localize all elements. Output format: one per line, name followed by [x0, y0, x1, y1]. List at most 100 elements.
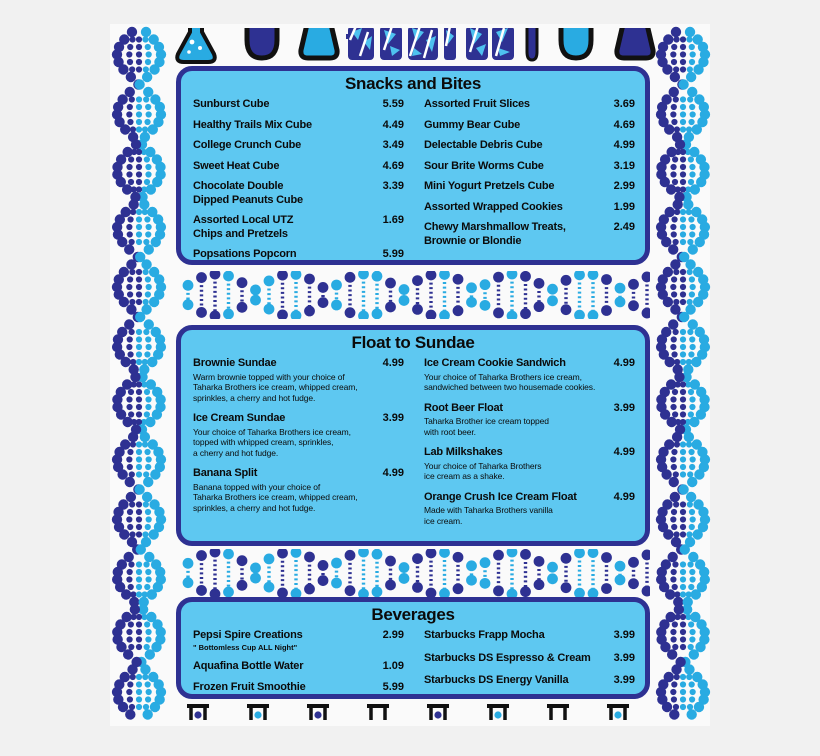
section-title: Beverages: [371, 605, 455, 624]
item-description: Your choice of Taharka Brothers ice crea…: [424, 460, 542, 482]
item-price: 3.39: [382, 180, 404, 192]
beaker-cup-icon: [240, 28, 284, 64]
item-name: Starbucks DS Espresso & Cream: [424, 651, 591, 664]
item-price: 1.99: [613, 200, 635, 213]
menu-item: Brownie Sundae 4.99 Warm brownie topped wi…: [193, 357, 404, 403]
item-note: " Bottomless Cup ALL Night": [193, 642, 298, 652]
menu-item: Pepsi Spire Creations 2.99 " Bottomless Cu…: [193, 629, 404, 652]
menu-item: Chocolate Double Dipped Peanuts Cube 3.39: [193, 180, 404, 207]
menu-item: Starbucks DS Espresso & Cream 3.99: [424, 652, 635, 666]
menu-item: Banana Split 4.99 Banana topped with your …: [193, 467, 404, 513]
item-name: Chewy Marshmallow Treats, Brownie or Blo…: [424, 221, 566, 247]
menu-item: Root Beer Float 3.99 Taharka Brother ice c…: [424, 402, 635, 438]
dna-helix-left-border: [111, 26, 167, 720]
item-description: Banana topped with your choice of Tahark…: [193, 481, 358, 513]
menu-item: Popsations Popcorn 5.99: [193, 248, 404, 262]
item-price: 4.69: [382, 159, 404, 172]
item-price: 3.19: [613, 159, 635, 172]
beaker-trapezoid-icon: [612, 28, 658, 64]
item-name: Starbucks DS Energy Vanilla: [424, 674, 569, 686]
item-price: 4.99: [382, 357, 404, 369]
dna-helix-right-border: [655, 26, 711, 720]
column-right: Starbucks Frapp Mocha 3.99 Starbucks DS Es…: [410, 629, 635, 703]
dna-divider-top: [182, 271, 650, 319]
section-columns: Brownie Sundae 4.99 Warm brownie topped wi…: [191, 357, 635, 535]
item-price: 4.99: [382, 467, 404, 479]
test-tube-icon: [524, 28, 540, 64]
item-name: Frozen Fruit Smoothie: [193, 681, 306, 693]
menu-item: Sweet Heat Cube 4.69: [193, 160, 404, 174]
item-name: Orange Crush Ice Cream Float: [424, 490, 577, 503]
column-left: Pepsi Spire Creations 2.99 " Bottomless Cu…: [191, 629, 410, 703]
item-description: Made with Taharka Brothers vanilla ice c…: [424, 505, 553, 526]
item-name: Chocolate Double Dipped Peanuts Cube: [193, 180, 303, 206]
section-title: Snacks and Bites: [345, 74, 481, 93]
beaker-cup-icon: [554, 28, 598, 64]
item-name: Banana Split: [193, 467, 258, 479]
item-name: Sour Brite Worms Cube: [424, 159, 544, 172]
beaker-top-icon: [185, 703, 211, 720]
item-name: Lab Milkshakes: [424, 446, 503, 458]
menu-item: Lab Milkshakes 4.99 Your choice of Taharka…: [424, 446, 635, 482]
menu-item: College Crunch Cube 3.49: [193, 139, 404, 153]
item-name: Mini Yogurt Pretzels Cube: [424, 180, 555, 192]
section-snacks-and-bites: Snacks and Bites Sunburst Cube 5.59 Health…: [176, 66, 650, 265]
item-name: College Crunch Cube: [193, 139, 302, 151]
menu-item: Starbucks DS Energy Vanilla 3.99: [424, 674, 635, 688]
dna-divider-bottom: [182, 549, 650, 597]
item-name: Root Beer Float: [424, 401, 503, 414]
item-name: Brownie Sundae: [193, 357, 277, 369]
item-price: 4.99: [613, 446, 635, 458]
item-name: Ice Cream Sundae: [193, 412, 286, 424]
item-price: 2.99: [613, 180, 635, 192]
item-name: Sweet Heat Cube: [193, 159, 280, 172]
item-price: 3.49: [382, 139, 404, 151]
item-price: 1.69: [382, 214, 404, 226]
item-price: 3.99: [613, 651, 635, 664]
item-price: 5.59: [382, 98, 404, 110]
menu-item: Ice Cream Sundae 3.99 Your choice of Tahar…: [193, 412, 404, 458]
beaker-top-icon: [545, 703, 571, 720]
item-price: 4.99: [613, 357, 635, 369]
item-price: 5.99: [382, 248, 404, 260]
menu-item: Mini Yogurt Pretzels Cube 2.99: [424, 180, 635, 194]
item-name: Sunburst Cube: [193, 98, 270, 110]
menu-item: Sunburst Cube 5.59: [193, 98, 404, 112]
column-right: Assorted Fruit Slices 3.69 Gummy Bear Cube…: [410, 98, 635, 269]
item-price: 3.69: [613, 98, 635, 110]
item-price: 3.99: [382, 412, 404, 424]
beaker-top-icon: [245, 703, 271, 720]
menu-item: Sour Brite Worms Cube 3.19: [424, 160, 635, 174]
item-price: 3.99: [613, 674, 635, 686]
column-right: Ice Cream Cookie Sandwich 4.99 Your choice…: [410, 357, 635, 535]
section-beverages: Beverages Pepsi Spire Creations 2.99 " Bot…: [176, 597, 650, 699]
item-description: Your choice of Taharka Brothers ice crea…: [193, 426, 351, 458]
menu-item: Aquafina Bottle Water 1.09: [193, 660, 404, 674]
menu-item: Frozen Fruit Smoothie 5.99: [193, 681, 404, 695]
item-price: 4.69: [613, 118, 635, 131]
item-name: Delectable Debris Cube: [424, 139, 543, 151]
menu-item: Ice Cream Cookie Sandwich 4.99 Your choice…: [424, 357, 635, 393]
beaker-top-icon: [365, 703, 391, 720]
section-columns: Pepsi Spire Creations 2.99 " Bottomless Cu…: [191, 629, 635, 703]
item-price: 2.99: [382, 629, 404, 641]
item-price: 5.99: [382, 681, 404, 693]
item-name: Starbucks Frapp Mocha: [424, 629, 545, 641]
menu-item: Gummy Bear Cube 4.69: [424, 119, 635, 133]
menu-item: Delectable Debris Cube 4.99: [424, 139, 635, 153]
item-description: Taharka Brother ice cream topped with ro…: [424, 416, 549, 437]
item-name: Assorted Fruit Slices: [424, 98, 530, 110]
item-name: Assorted Local UTZ Chips and Pretzels: [193, 214, 294, 240]
item-price: 4.49: [382, 118, 404, 131]
item-name: Gummy Bear Cube: [424, 118, 521, 131]
column-left: Brownie Sundae 4.99 Warm brownie topped wi…: [191, 357, 410, 535]
item-name: Assorted Wrapped Cookies: [424, 200, 563, 213]
item-price: 4.99: [613, 490, 635, 503]
section-float-to-sundae: Float to Sundae Brownie Sundae 4.99 Warm b…: [176, 325, 650, 546]
menu-item: Assorted Local UTZ Chips and Pretzels 1.6…: [193, 214, 404, 241]
menu-item: Orange Crush Ice Cream Float 4.99 Made wit…: [424, 491, 635, 527]
menu-item: Healthy Trails Mix Cube 4.49: [193, 119, 404, 133]
beaker-top-icon: [305, 703, 331, 720]
item-price: 2.49: [613, 221, 635, 233]
